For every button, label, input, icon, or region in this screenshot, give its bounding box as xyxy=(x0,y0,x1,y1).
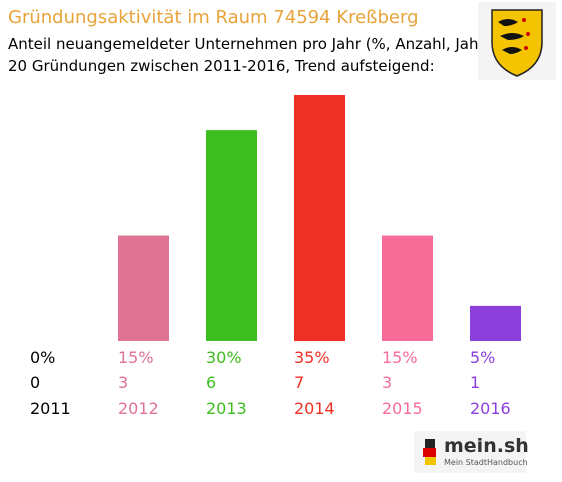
brand-name: mein.sh xyxy=(444,435,529,457)
percent-label-2012: 15% xyxy=(118,348,154,367)
germany-map-icon xyxy=(423,439,436,465)
year-label-2012: 2012 xyxy=(118,399,159,418)
percent-label-2014: 35% xyxy=(294,348,330,367)
bar-2013 xyxy=(206,130,257,341)
percent-label-2015: 15% xyxy=(382,348,418,367)
chart-subtitle-line2: 20 Gründungen zwischen 2011-2016, Trend … xyxy=(8,57,435,75)
count-label-2013: 6 xyxy=(206,373,216,392)
percent-label-2013: 30% xyxy=(206,348,242,367)
bar-2012 xyxy=(118,235,169,341)
year-label-2013: 2013 xyxy=(206,399,247,418)
percent-label-2016: 5% xyxy=(470,348,495,367)
bar-2015 xyxy=(382,235,433,341)
chart-title: Gründungsaktivität im Raum 74594 Kreßber… xyxy=(8,7,419,28)
percent-label-2011: 0% xyxy=(30,348,55,367)
brand-logo[interactable]: mein.sh Mein StadtHandbuch xyxy=(414,431,529,473)
count-label-2011: 0 xyxy=(30,373,40,392)
count-label-2015: 3 xyxy=(382,373,392,392)
bar-2014 xyxy=(294,95,345,341)
count-label-2012: 3 xyxy=(118,373,128,392)
count-label-2016: 1 xyxy=(470,373,480,392)
bar-2016 xyxy=(470,305,521,341)
year-label-2011: 2011 xyxy=(30,399,71,418)
coat-of-arms-icon xyxy=(478,2,556,80)
chart-subtitle-line1: Anteil neuangemeldeter Unternehmen pro J… xyxy=(8,35,491,53)
year-label-2014: 2014 xyxy=(294,399,335,418)
brand-tagline: Mein StadtHandbuch xyxy=(444,458,528,467)
count-label-2014: 7 xyxy=(294,373,304,392)
year-label-2016: 2016 xyxy=(470,399,511,418)
year-label-2015: 2015 xyxy=(382,399,423,418)
